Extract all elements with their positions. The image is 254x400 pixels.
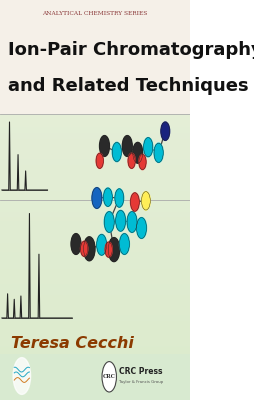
Text: Taylor & Francis Group: Taylor & Francis Group <box>118 380 162 384</box>
Circle shape <box>160 122 169 140</box>
Text: Teresa Cecchi: Teresa Cecchi <box>11 336 134 352</box>
Circle shape <box>96 153 103 168</box>
Circle shape <box>138 154 146 170</box>
Text: Ion-Pair Chromatography: Ion-Pair Chromatography <box>8 41 254 59</box>
Circle shape <box>122 136 132 156</box>
Circle shape <box>119 234 129 254</box>
Circle shape <box>153 143 163 162</box>
Circle shape <box>104 212 114 232</box>
Circle shape <box>71 234 81 254</box>
Circle shape <box>112 142 121 162</box>
Circle shape <box>80 241 87 256</box>
Circle shape <box>99 136 109 156</box>
FancyBboxPatch shape <box>0 354 189 400</box>
Circle shape <box>13 358 30 394</box>
Circle shape <box>103 188 112 206</box>
FancyBboxPatch shape <box>0 0 189 26</box>
Text: and Related Techniques: and Related Techniques <box>8 77 247 95</box>
Circle shape <box>83 237 94 261</box>
Circle shape <box>141 192 150 210</box>
Circle shape <box>136 218 146 238</box>
Circle shape <box>115 210 125 231</box>
Text: ANALYTICAL CHEMISTRY SERIES: ANALYTICAL CHEMISTRY SERIES <box>42 11 147 16</box>
Circle shape <box>102 362 116 392</box>
Circle shape <box>115 189 123 207</box>
Circle shape <box>108 238 119 262</box>
Circle shape <box>143 138 152 157</box>
Text: CRC Press: CRC Press <box>118 368 162 376</box>
Text: CRC: CRC <box>102 374 115 379</box>
Circle shape <box>105 242 112 257</box>
Circle shape <box>130 193 139 211</box>
Circle shape <box>132 142 142 163</box>
FancyBboxPatch shape <box>0 26 189 114</box>
Circle shape <box>92 188 101 208</box>
Circle shape <box>128 153 135 168</box>
Circle shape <box>126 212 136 232</box>
Circle shape <box>96 234 106 255</box>
